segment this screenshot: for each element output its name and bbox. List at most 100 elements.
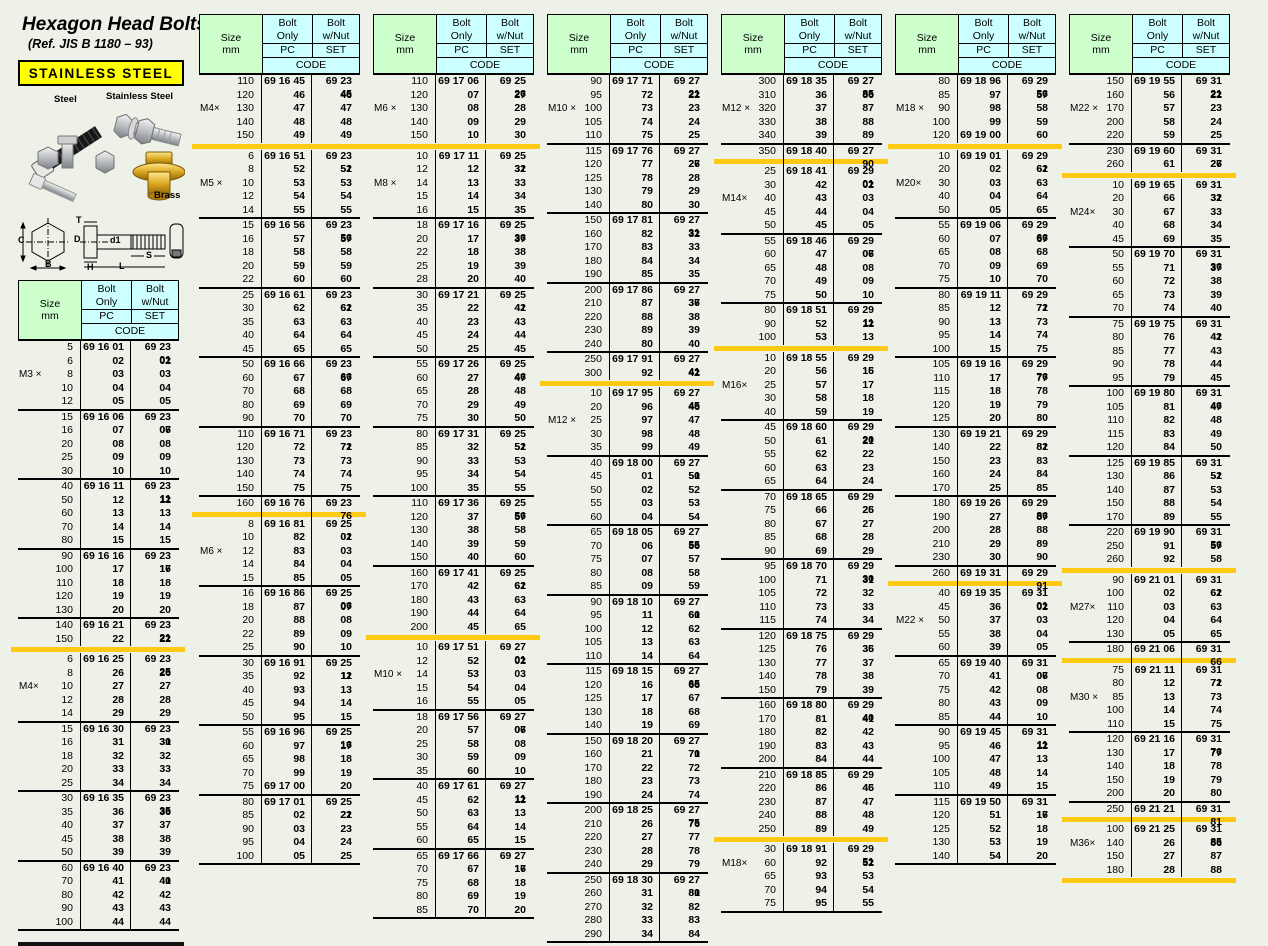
table-row: 150 22 22 [18, 632, 179, 646]
size-cell: 45 [199, 342, 262, 356]
size-value: 125 [932, 412, 950, 424]
size-cell: 12 [18, 693, 81, 707]
pc-code-cell: 87 [784, 795, 834, 809]
size-value: 70 [764, 883, 776, 896]
size-cell: 170 [1069, 510, 1132, 524]
table-row: 105 69 19 16 69 29 76 [895, 358, 1056, 385]
size-value: 210 [758, 768, 776, 781]
set-code-cell: 19 [514, 890, 526, 902]
size-cell: 35 [547, 441, 610, 455]
set-code-cell: 60 [1036, 129, 1048, 141]
table-row: 115 69 19 50 69 31 16 [895, 795, 1056, 823]
table-row: 80 69 19 [373, 890, 534, 904]
set-code-cell: 69 23 11 [144, 480, 171, 506]
size-value: 18 [61, 749, 73, 762]
table-row: 120 69 19 00 60 [895, 129, 1056, 143]
set-code-cell: 69 25 41 [499, 288, 526, 314]
pc-code-cell: 14 [958, 329, 1008, 343]
set-code-cell: 13 [862, 331, 874, 343]
pc-code-cell: 44 [958, 710, 1008, 724]
size-value: 90 [938, 102, 950, 114]
pc-code-cell: 54 [436, 681, 486, 695]
size-group: 6 69 16 25 69 23 25 8 26 26 M4× 10 27 27 12 28 28 14 2… [18, 653, 179, 721]
size-cell: M20× 30 [895, 176, 958, 190]
pc-code-cell: 97 [262, 739, 312, 753]
set-code-cell: 26 [159, 666, 171, 679]
pc-code-cell: 29 [958, 537, 1008, 551]
set-code-cell: 69 27 65 [673, 665, 700, 691]
table-row: 90 43 43 [18, 902, 179, 916]
pc-code-cell: 69 19 90 [1132, 526, 1182, 553]
pc-code-cell: 26 [610, 817, 660, 831]
size-prefix-label: M24× [1070, 206, 1096, 218]
pc-code-cell: 03 [610, 497, 660, 511]
family-divider [192, 511, 366, 517]
pc-code-cell: 13 [436, 176, 486, 190]
set-code-cell: 89 [1036, 537, 1048, 550]
size-cell: 20 [547, 400, 610, 414]
size-value: 200 [584, 804, 602, 816]
pc-code-cell: 29 [81, 707, 131, 721]
size-value: 70 [61, 875, 73, 887]
size-value: 200 [932, 524, 950, 536]
pc-code-cell: 27 [1132, 850, 1182, 864]
size-cell: 240 [547, 858, 610, 872]
table-row: 75 30 50 [373, 412, 534, 426]
set-code-cell: 20 [514, 903, 526, 916]
set-code-cell: 42 [688, 366, 700, 379]
size-value: 125 [932, 822, 950, 835]
table-row: 40 23 43 [373, 315, 534, 329]
size-value: 25 [416, 259, 428, 272]
size-value: 45 [764, 421, 776, 433]
table-row: 65 64 24 [721, 475, 882, 489]
set-code-cell: 03 [159, 368, 171, 380]
size-cell: 45 [721, 205, 784, 219]
size-cell: 70 [18, 875, 81, 889]
size-prefix-label: M8 × [374, 177, 397, 189]
size-cell: 45 [18, 832, 81, 846]
size-cell: 180 [547, 775, 610, 789]
size-cell: 250 [547, 353, 610, 380]
set-code-cell: 20 [159, 603, 171, 616]
pc-code-cell: 07 [436, 88, 486, 102]
size-value: 30 [61, 792, 73, 804]
table-row: 30 98 48 [547, 427, 708, 441]
table-row: 10 69 17 95 69 27 45 [547, 387, 708, 414]
size-cell: 75 [373, 876, 436, 890]
dimension-drawing [20, 218, 184, 271]
table-row: 100 05 25 [199, 849, 360, 863]
pc-code-cell: 73 [1132, 288, 1182, 302]
pc-code-cell: 14 [81, 520, 131, 534]
table-row: 120 37 57 [373, 510, 534, 524]
table-row: 16 07 07 [18, 424, 179, 438]
size-value: 230 [1106, 144, 1124, 157]
table-row: 22 89 09 [199, 627, 360, 641]
size-value: 15 [416, 681, 428, 694]
size-cell: 120 [199, 441, 262, 455]
size-value: 120 [410, 88, 428, 101]
size-value: 15 [61, 410, 73, 423]
table-row: 70 29 49 [373, 398, 534, 412]
table-row: 40 69 17 61 69 27 11 [373, 780, 534, 807]
col-header-pc: PC [959, 44, 1009, 58]
pc-code-cell: 69 19 11 [958, 288, 1008, 316]
table-row: 85 77 43 [1069, 344, 1230, 358]
set-code-cell: 69 29 66 [1021, 219, 1048, 245]
size-value: 85 [938, 88, 950, 101]
table-row: 230 28 78 [547, 844, 708, 858]
pc-code-cell: 81 [1132, 400, 1182, 414]
set-code-cell: 69 27 80 [673, 873, 700, 899]
size-value: 290 [584, 927, 602, 940]
table-row: 16 31 31 [18, 736, 179, 750]
table-row: 220 69 19 90 69 31 56 [1069, 526, 1230, 553]
size-cell: 65 [373, 849, 436, 877]
size-group: 150 69 17 81 69 27 31 160 82 32 170 83 33 180 84 34… [547, 212, 708, 282]
size-group: 80 69 17 31 69 25 51 85 32 52 90 33 53 95 34 54 100 3… [373, 425, 534, 495]
size-cell: 75 [547, 553, 610, 567]
table-row: 60 63 23 [721, 461, 882, 475]
size-value: 140 [410, 115, 428, 128]
pc-code-cell: 88 [1132, 497, 1182, 511]
table-row: 95 46 12 [895, 739, 1056, 753]
table-row: 110 69 17 36 69 25 56 [373, 497, 534, 524]
size-prefix-label: M20× [896, 177, 922, 189]
